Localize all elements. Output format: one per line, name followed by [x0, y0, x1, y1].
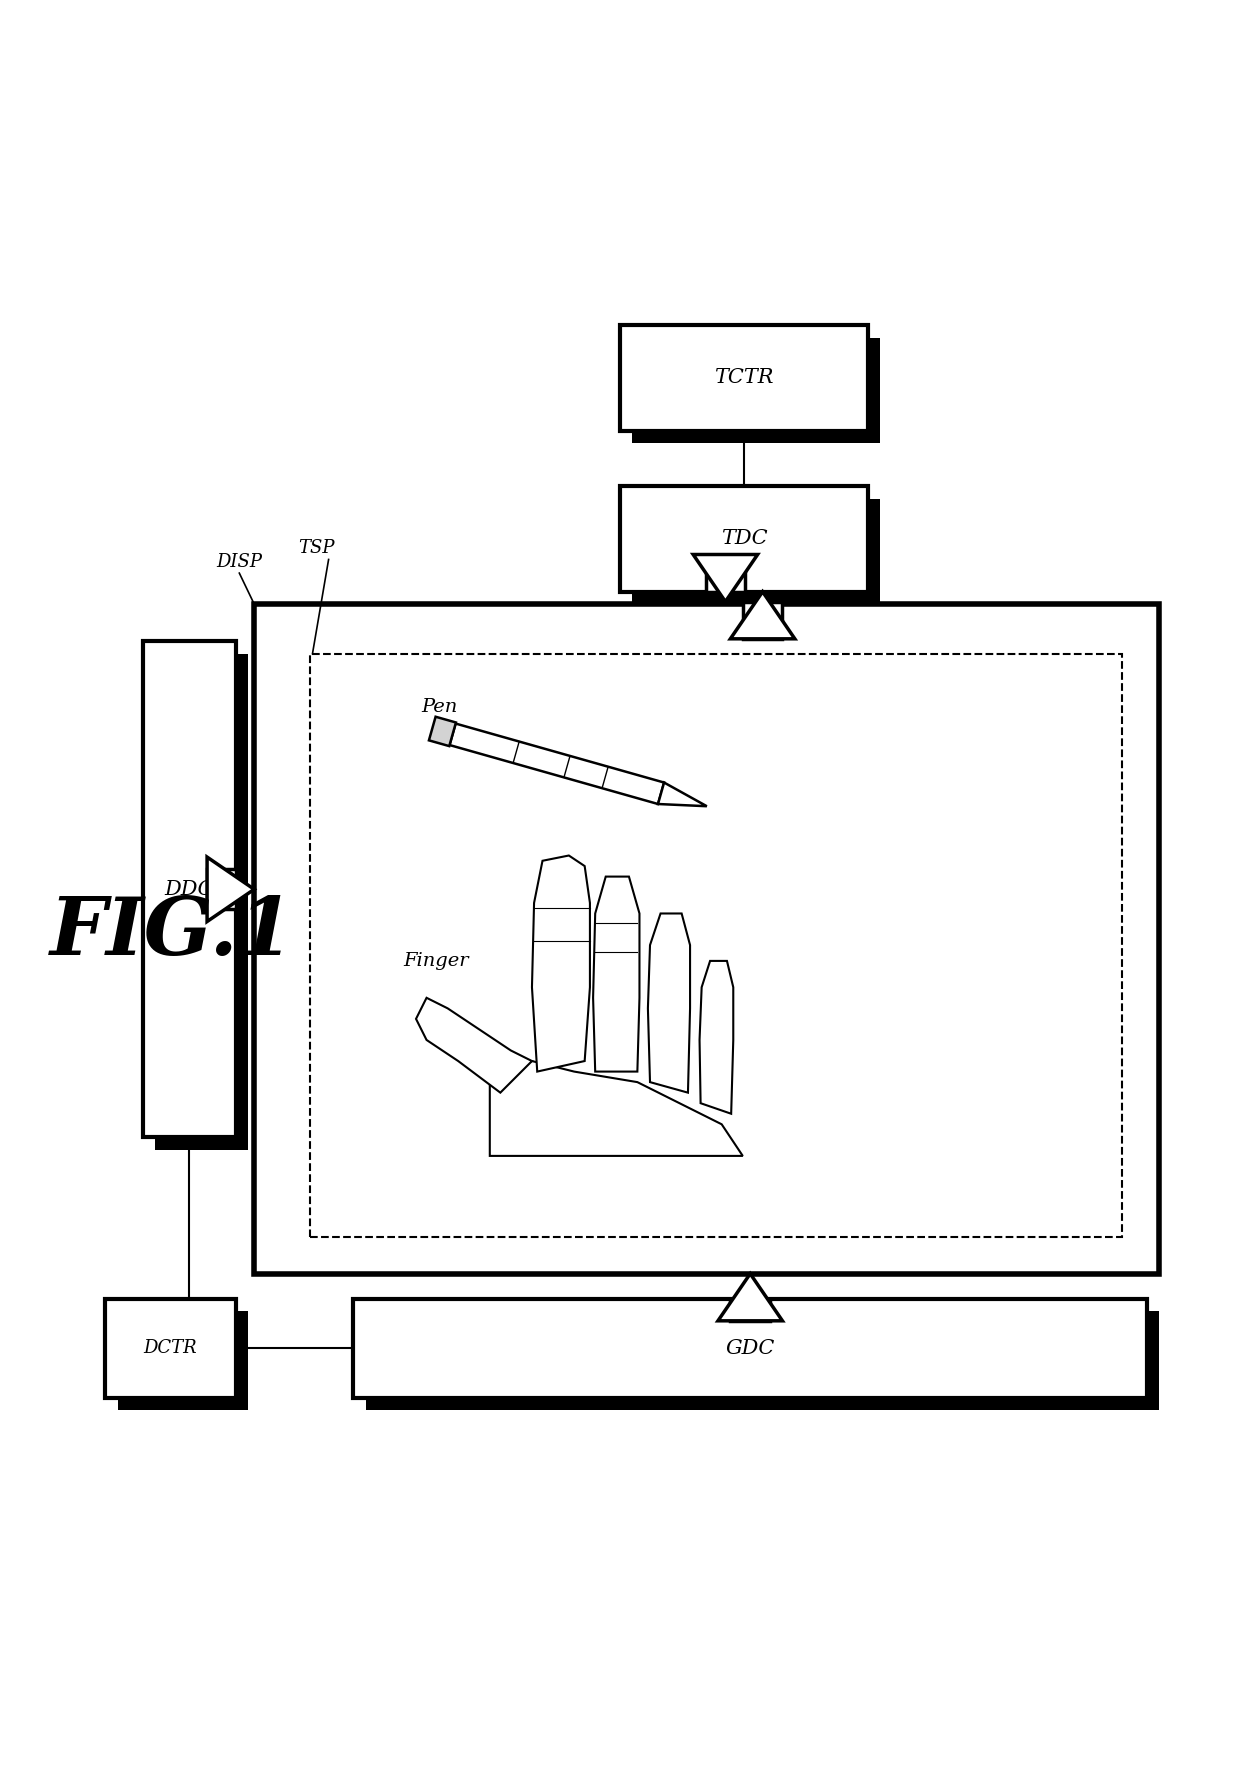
Text: TSP: TSP [298, 539, 335, 557]
Polygon shape [647, 913, 689, 1093]
Bar [743, 602, 782, 639]
Bar [620, 326, 868, 430]
Bar [730, 1298, 770, 1320]
Text: DISP: DISP [216, 553, 263, 571]
Polygon shape [417, 998, 532, 1093]
Polygon shape [658, 783, 707, 806]
Polygon shape [693, 555, 758, 602]
Bar [254, 604, 1159, 1273]
Text: TCTR: TCTR [714, 369, 774, 387]
Polygon shape [593, 876, 640, 1071]
Bar [366, 1311, 1159, 1410]
Text: TDC: TDC [720, 530, 768, 548]
Polygon shape [450, 724, 665, 804]
Polygon shape [699, 962, 733, 1114]
Bar [310, 654, 1122, 1236]
Text: FIG.1: FIG.1 [50, 894, 294, 971]
Bar [632, 498, 880, 604]
Bar [632, 337, 880, 442]
Text: DDC: DDC [165, 879, 213, 899]
Bar [620, 487, 868, 591]
Polygon shape [718, 1273, 782, 1320]
Bar [155, 654, 248, 1150]
Bar [105, 1298, 236, 1397]
Bar [706, 555, 745, 591]
Bar [118, 1311, 248, 1410]
Bar [207, 869, 236, 910]
Polygon shape [490, 1060, 743, 1155]
Polygon shape [429, 716, 456, 747]
Polygon shape [532, 856, 590, 1071]
Polygon shape [207, 858, 254, 922]
Text: Finger: Finger [403, 951, 469, 971]
Text: GDC: GDC [725, 1338, 775, 1358]
Bar [143, 641, 236, 1137]
Text: DCTR: DCTR [144, 1340, 197, 1358]
Bar [353, 1298, 1147, 1397]
Polygon shape [730, 591, 795, 639]
Text: Pen: Pen [422, 698, 458, 716]
